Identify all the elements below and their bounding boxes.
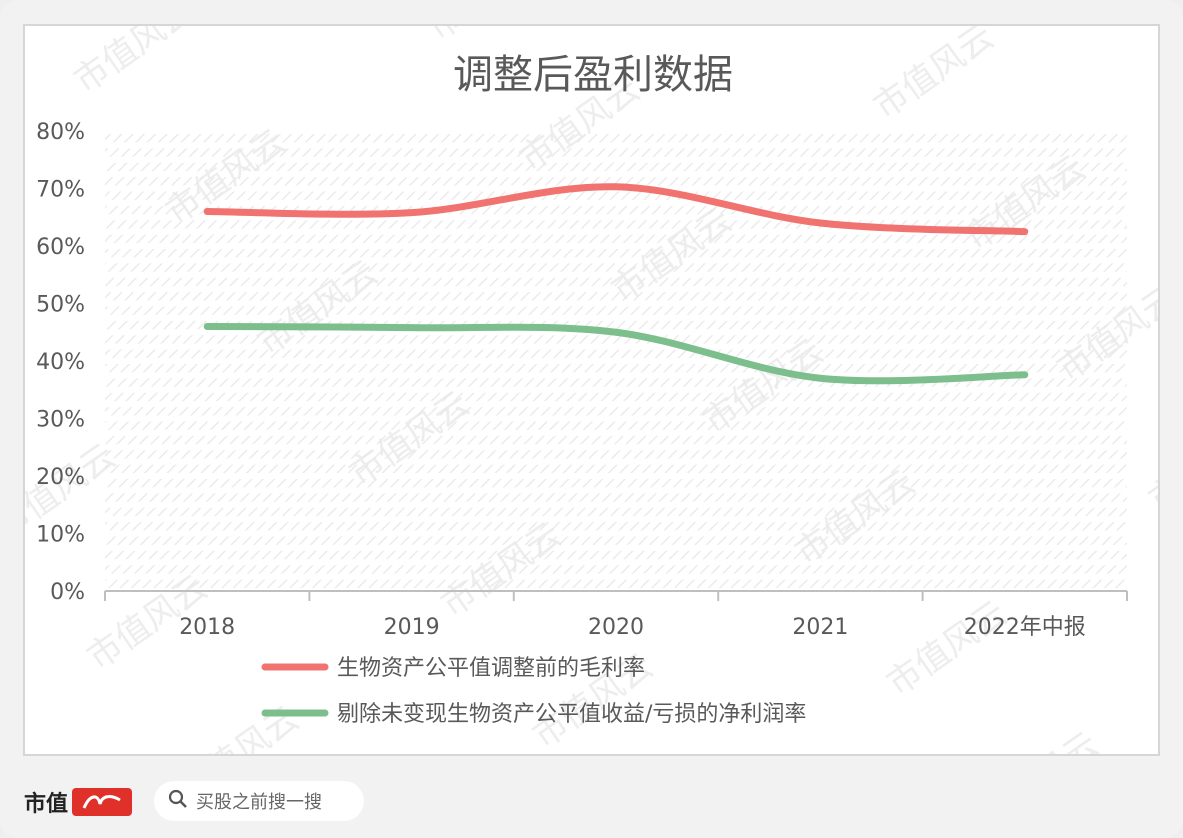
search-icon bbox=[168, 789, 188, 813]
y-tick-label: 30% bbox=[36, 408, 85, 433]
brand-logo-text: 市值 bbox=[24, 791, 69, 817]
x-tick-label: 2019 bbox=[384, 615, 440, 640]
x-tick-label: 2020 bbox=[588, 615, 644, 640]
y-tick-label: 60% bbox=[36, 235, 85, 260]
search-placeholder: 买股之前搜一搜 bbox=[196, 792, 322, 813]
y-tick-label: 0% bbox=[50, 580, 85, 605]
y-tick-label: 80% bbox=[36, 120, 85, 145]
y-tick-label: 20% bbox=[36, 465, 85, 490]
chart: 市值风云 调整后盈利数据 0%10%20%30%40%50%60%70%80% … bbox=[25, 26, 1158, 754]
chart-card: 市值风云 调整后盈利数据 0%10%20%30%40%50%60%70%80% … bbox=[23, 24, 1160, 756]
x-tick-label: 2021 bbox=[792, 615, 848, 640]
legend-label: 剔除未变现生物资产公平值收益/亏损的净利润率 bbox=[337, 702, 806, 727]
chart-title: 调整后盈利数据 bbox=[453, 52, 733, 98]
brand-logo-icon bbox=[82, 795, 121, 809]
y-tick-label: 50% bbox=[36, 293, 85, 318]
legend-label: 生物资产公平值调整前的毛利率 bbox=[337, 656, 645, 681]
brand-logo-mark bbox=[72, 788, 133, 816]
y-tick-label: 10% bbox=[36, 523, 85, 548]
search-box[interactable]: 买股之前搜一搜 bbox=[154, 781, 364, 821]
y-tick-label: 40% bbox=[36, 350, 85, 375]
y-tick-label: 70% bbox=[36, 178, 85, 203]
x-tick-label: 2018 bbox=[179, 615, 235, 640]
watermark bbox=[25, 26, 1158, 754]
x-tick-label: 2022年中报 bbox=[964, 615, 1086, 640]
brand-logo: 市值 bbox=[24, 784, 133, 820]
